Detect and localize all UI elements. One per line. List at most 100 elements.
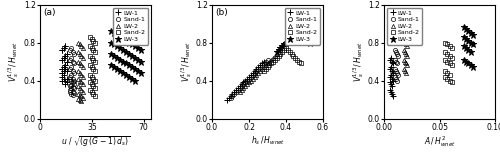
LW-3 [463,38,469,40]
LW-3 [278,47,283,49]
LW-3 [123,40,129,42]
Sand-1 [394,80,400,81]
LW-2 [76,78,82,80]
LW-3 [117,70,123,72]
LW-3 [111,32,117,34]
Sand-2 [446,80,452,81]
Sand-1 [71,87,77,89]
LW-1 [386,82,392,83]
Sand-1 [394,63,400,64]
LW-3 [470,43,476,45]
LW-1 [389,93,395,95]
LW-2 [77,53,83,55]
LW-2 [77,72,83,74]
LW-3 [461,45,467,47]
LW-2 [242,85,248,87]
Sand-2 [274,57,280,59]
Sand-1 [240,83,246,85]
LW-3 [120,61,126,62]
Legend: LW-1, Sand-1, LW-2, Sand-2, LW-3: LW-1, Sand-1, LW-2, Sand-2, LW-3 [387,8,422,45]
LW-3 [117,59,123,60]
Sand-2 [90,93,96,95]
Sand-1 [66,78,72,80]
Sand-1 [68,74,74,76]
LW-2 [401,59,407,60]
LW-3 [108,53,114,55]
Sand-1 [396,55,402,57]
Sand-2 [448,64,454,66]
Sand-2 [92,80,98,81]
LW-2 [76,70,82,72]
LW-3 [134,59,140,60]
Sand-2 [278,53,283,55]
Sand-1 [248,76,254,78]
Sand-1 [71,63,77,64]
LW-2 [254,74,260,76]
Sand-1 [68,80,74,81]
Line: LW-3: LW-3 [274,24,314,55]
LW-2 [401,68,407,70]
LW-2 [78,95,84,97]
LW-1 [390,80,396,81]
LW-1 [62,83,68,85]
Sand-2 [442,70,448,72]
LW-1 [389,70,395,72]
LW-2 [262,64,268,66]
Sand-1 [70,78,75,80]
LW-3 [114,45,120,47]
LW-3 [117,47,123,49]
LW-3 [296,28,302,30]
LW-3 [108,64,114,66]
Line: Sand-1: Sand-1 [228,58,270,100]
Sand-1 [392,76,398,78]
LW-3 [466,30,471,32]
Sand-1 [228,97,234,99]
Line: Sand-1: Sand-1 [393,48,400,83]
LW-1 [386,59,392,60]
LW-2 [270,57,276,59]
Sand-2 [292,57,298,59]
Sand-2 [444,53,450,55]
LW-1 [259,63,265,64]
LW-2 [77,87,83,89]
LW-3 [134,70,140,72]
LW-3 [276,49,281,51]
LW-1 [237,85,243,87]
Sand-2 [290,55,296,57]
Sand-2 [261,70,267,72]
Sand-1 [68,57,74,59]
LW-2 [403,72,409,74]
Sand-2 [89,57,95,59]
LW-3 [283,42,289,43]
Sand-2 [90,78,96,80]
LW-2 [78,55,84,57]
Sand-2 [294,59,300,60]
Sand-2 [286,51,292,53]
LW-1 [60,47,66,49]
LW-3 [126,53,132,55]
LW-2 [76,93,82,95]
LW-3 [128,66,134,68]
X-axis label: $A\,/\,H_{wnet}^2$: $A\,/\,H_{wnet}^2$ [424,135,456,149]
Sand-2 [444,61,450,62]
LW-3 [300,34,306,36]
Sand-2 [88,55,94,57]
LW-2 [261,66,267,68]
Sand-1 [393,61,399,62]
LW-1 [238,83,244,85]
Sand-1 [66,59,72,60]
LW-3 [280,45,285,47]
LW-2 [78,74,84,76]
Sand-1 [66,89,72,91]
LW-1 [60,57,66,59]
Text: (a): (a) [44,8,56,17]
LW-2 [80,83,86,85]
Sand-2 [88,74,94,76]
LW-1 [389,85,395,87]
Line: LW-2: LW-2 [238,52,279,94]
Sand-1 [66,91,72,93]
Y-axis label: $V_s^{1/3}\,/\,H_{wnet}$: $V_s^{1/3}\,/\,H_{wnet}$ [180,41,194,82]
Sand-2 [446,63,452,64]
LW-1 [59,59,65,60]
LW-2 [80,76,86,78]
